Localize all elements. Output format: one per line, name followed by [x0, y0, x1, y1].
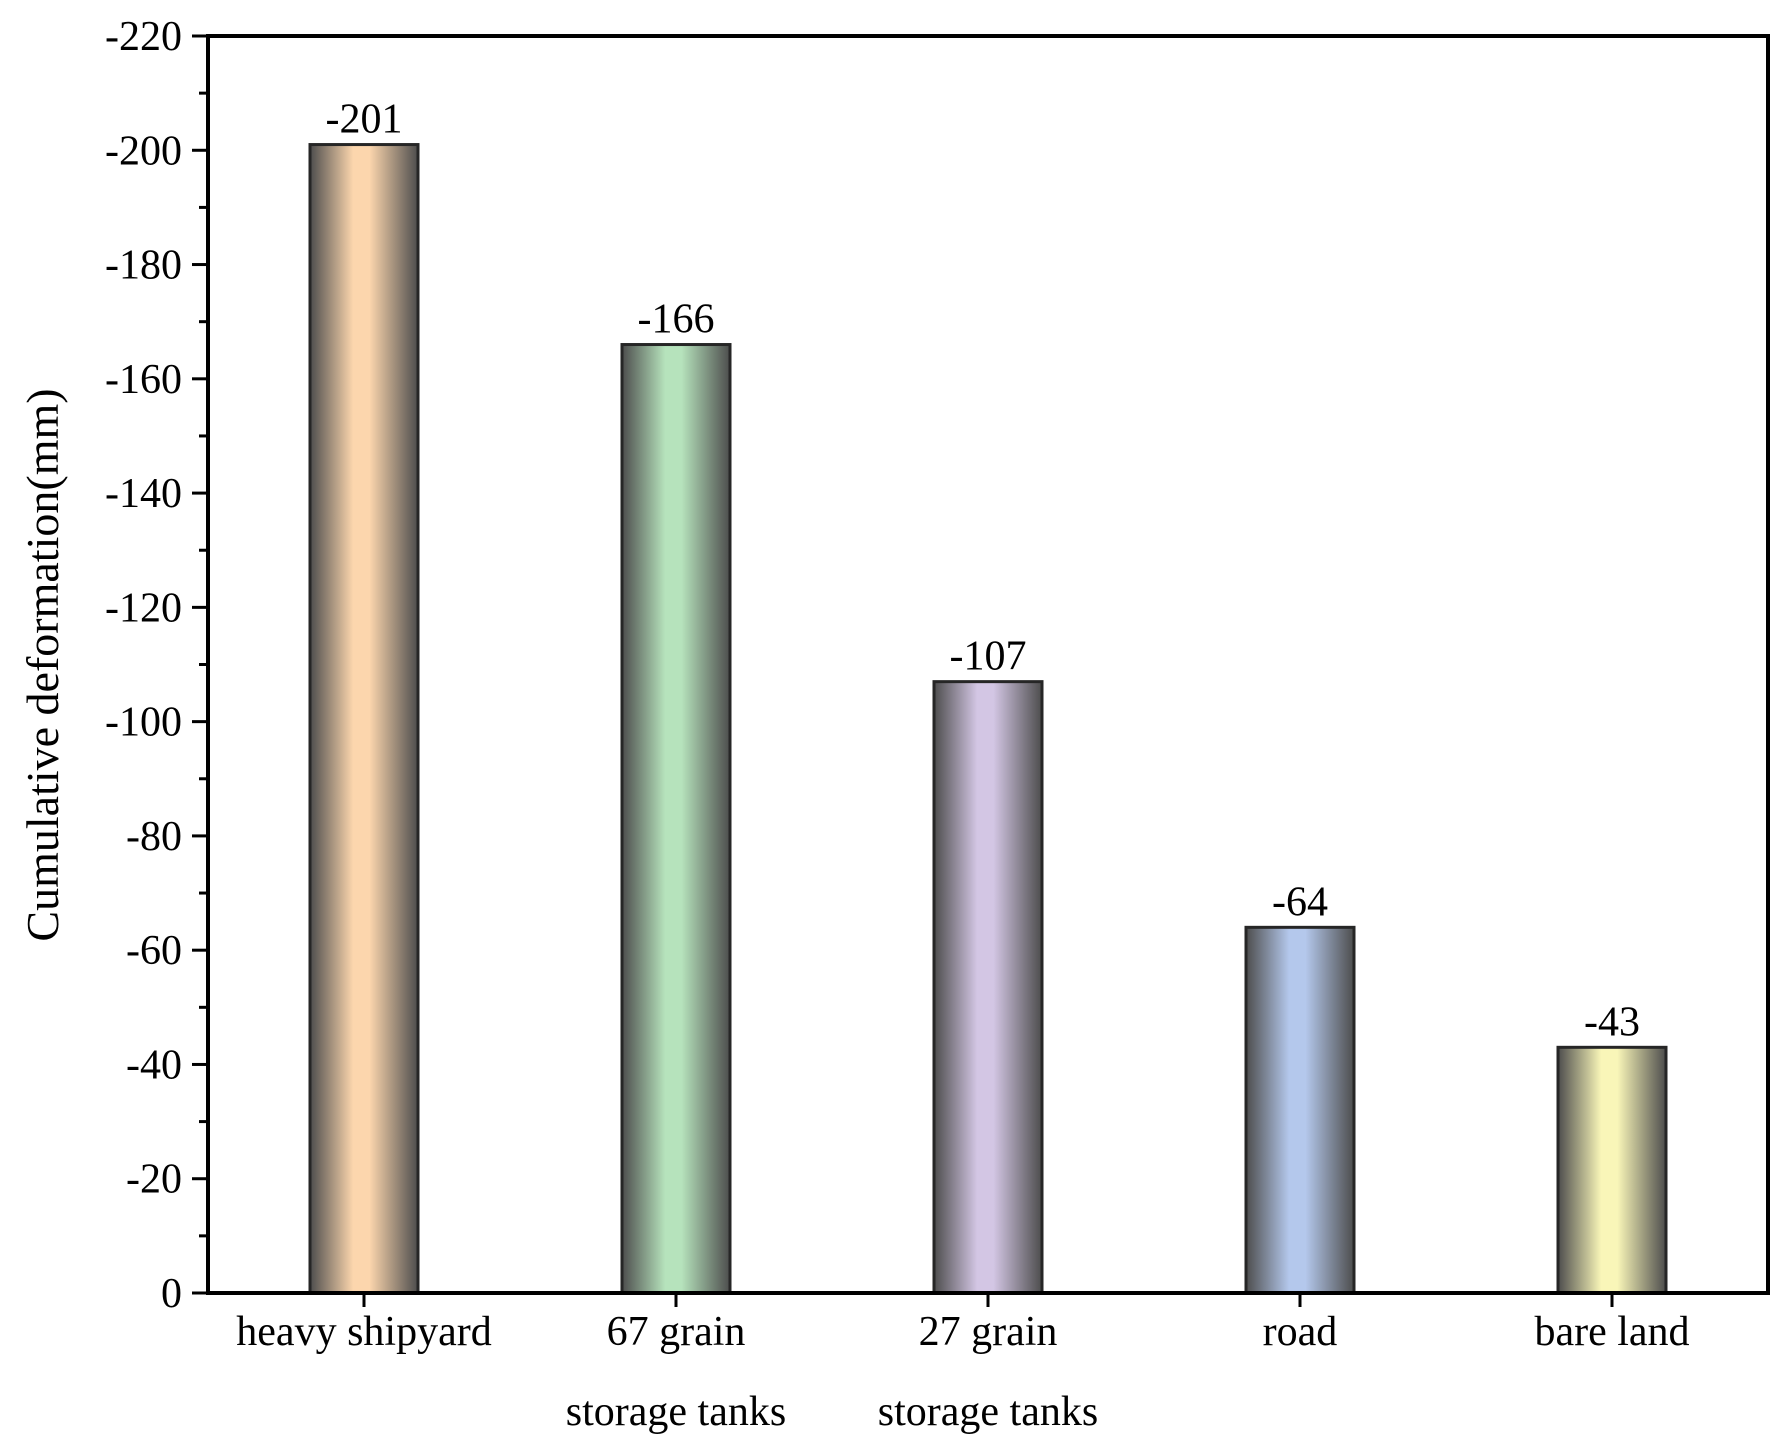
y-tick-label: -100 — [105, 700, 182, 746]
y-tick-label: -40 — [126, 1042, 182, 1088]
x-tick-label-1: heavy shipyard — [236, 1309, 491, 1355]
data-label-1: -201 — [326, 97, 403, 143]
y-tick-label: -120 — [105, 585, 182, 631]
bar-2 — [620, 343, 732, 1295]
y-tick-label: 0 — [161, 1271, 182, 1317]
x-tick-label-2-line-1: 67 grain — [607, 1309, 746, 1355]
bar-4 — [1244, 925, 1356, 1295]
bar-1 — [308, 143, 420, 1295]
y-tick-label: -20 — [126, 1157, 182, 1203]
x-tick-label-3-line-2: storage tanks — [878, 1389, 1098, 1435]
y-tick-label: -80 — [126, 814, 182, 860]
y-tick-label: -180 — [105, 243, 182, 289]
bars-layer — [308, 143, 1668, 1295]
y-tick-label: -200 — [105, 128, 182, 174]
data-label-3: -107 — [950, 634, 1027, 680]
axes-layer: heavy shipyard 67 grain storage tanks 27 gr… — [105, 14, 1770, 1435]
bar-3 — [932, 680, 1044, 1295]
data-label-4: -64 — [1272, 879, 1328, 925]
y-tick-label: -160 — [105, 357, 182, 403]
x-tick-label-5: bare land — [1534, 1309, 1689, 1355]
y-tick-label: -220 — [105, 14, 182, 60]
y-axis-title: Cumulative deformation(mm) — [17, 388, 68, 941]
data-label-5: -43 — [1584, 999, 1640, 1045]
y-tick-label: -60 — [126, 928, 182, 974]
y-tick-label: -140 — [105, 471, 182, 517]
bar-5 — [1556, 1045, 1668, 1295]
x-tick-label-2-line-2: storage tanks — [566, 1389, 786, 1435]
x-tick-label-3-line-1: 27 grain — [919, 1309, 1058, 1355]
data-label-2: -166 — [638, 297, 715, 343]
data-labels-layer: -201 -166 -107 -64 -43 — [326, 97, 1641, 1046]
x-tick-label-4: road — [1263, 1309, 1338, 1355]
